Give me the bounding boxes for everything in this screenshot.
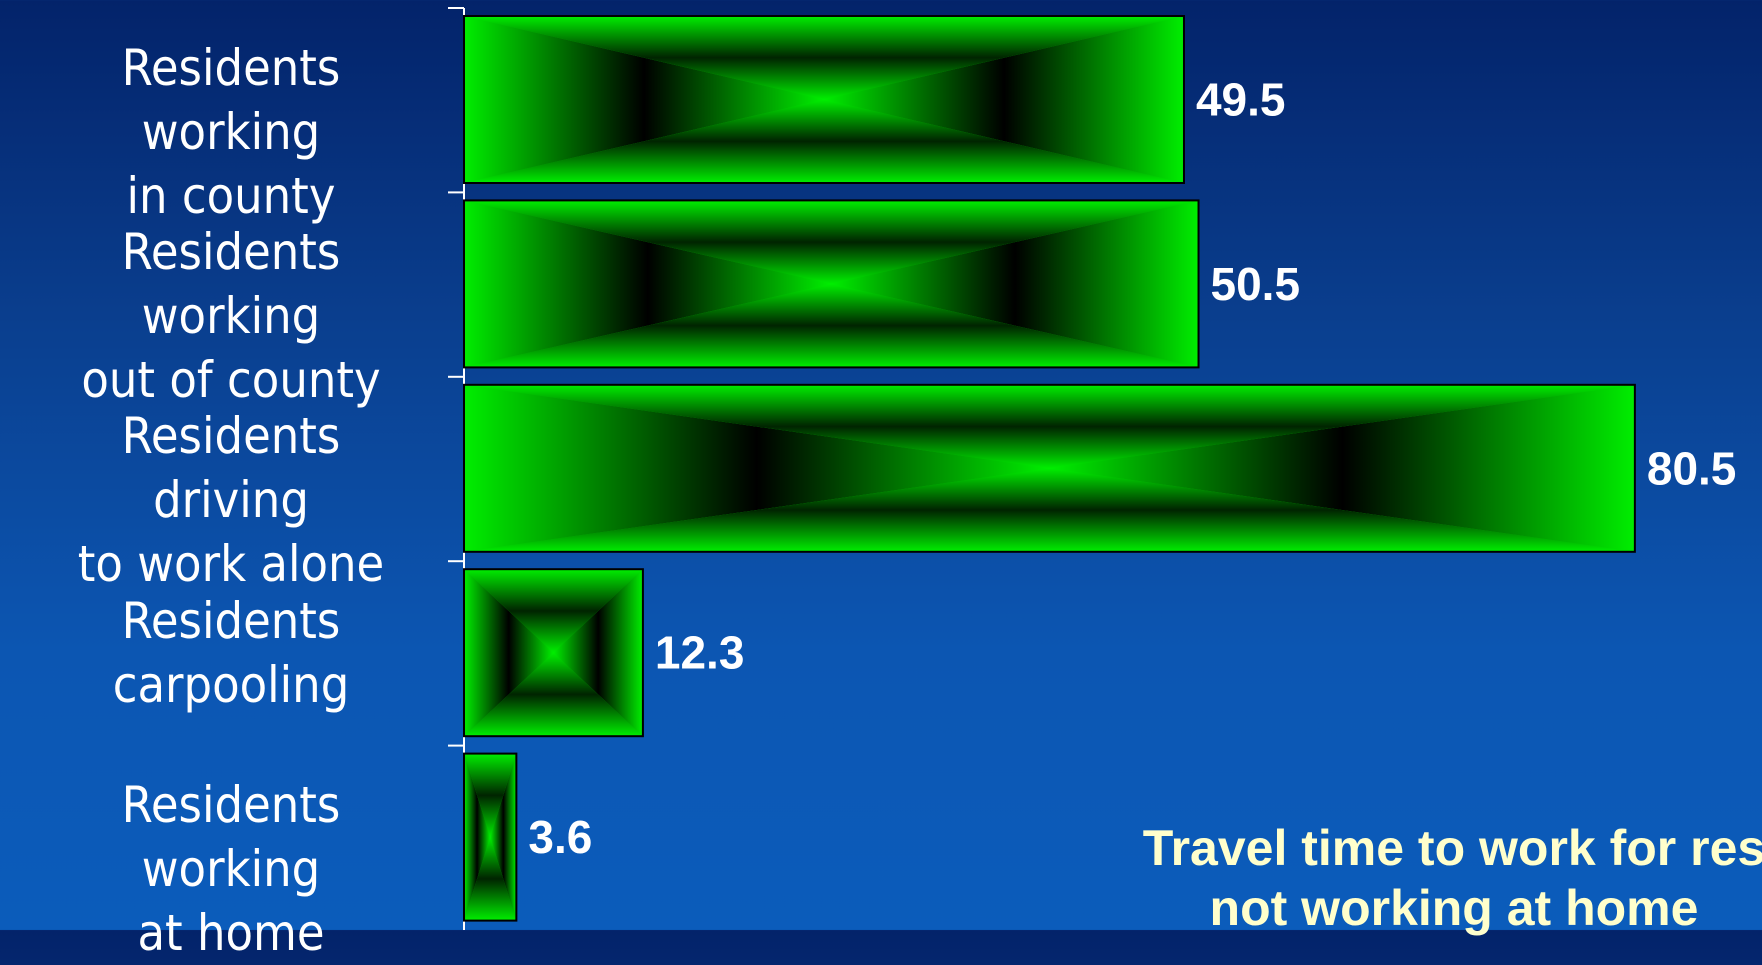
- bar-value-label: 49.5: [1196, 74, 1286, 126]
- category-label: Residents driving to work alone: [77, 407, 385, 594]
- bar: [463, 568, 644, 738]
- bar-value-label: 50.5: [1211, 258, 1301, 310]
- category-label: Residents working out of county: [81, 222, 381, 409]
- chart-annotation: Travel time to work for res not working …: [1142, 820, 1762, 936]
- bar: [463, 15, 1185, 184]
- category-label: Residents working in county: [121, 38, 341, 225]
- category-label: Residents carpooling: [112, 591, 350, 714]
- bar-value-label: 12.3: [655, 627, 745, 679]
- bar: [463, 752, 518, 922]
- bar-value-label: 3.6: [528, 811, 592, 863]
- bar-value-label: 80.5: [1647, 442, 1737, 494]
- bar: [463, 383, 1636, 553]
- bar-chart: 49.5 50.5 80.5 12.3 3.6: [463, 15, 1737, 922]
- bar: [463, 199, 1200, 369]
- category-label: Residents working at home: [121, 776, 341, 963]
